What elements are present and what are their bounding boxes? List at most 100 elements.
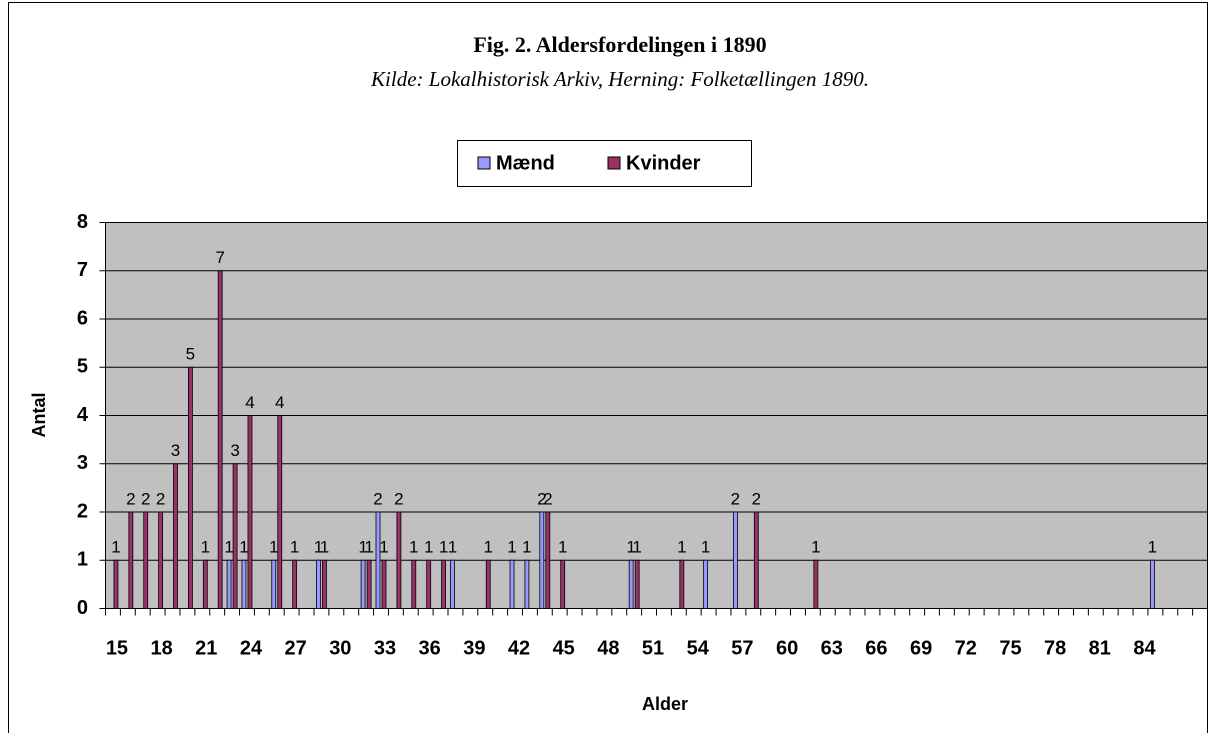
data-label: 1 xyxy=(632,538,641,557)
bar xyxy=(366,559,372,609)
data-label: 2 xyxy=(537,489,546,508)
bar xyxy=(232,463,238,609)
data-label: 1 xyxy=(448,538,457,557)
x-axis-label: Alder xyxy=(642,694,688,714)
bar xyxy=(247,415,253,609)
x-tick-label: 15 xyxy=(106,637,128,659)
data-label: 2 xyxy=(156,489,165,508)
data-label: 3 xyxy=(171,441,180,460)
y-tick-label: 5 xyxy=(77,356,88,378)
data-label: 2 xyxy=(141,489,150,508)
bar xyxy=(560,559,566,609)
data-label: 1 xyxy=(239,538,248,557)
data-label: 1 xyxy=(701,538,710,557)
x-tick-label: 78 xyxy=(1044,637,1066,659)
data-label: 7 xyxy=(215,248,224,267)
data-label: 1 xyxy=(626,538,635,557)
bar xyxy=(128,511,134,609)
y-tick-label: 2 xyxy=(77,500,88,522)
bar xyxy=(703,559,709,609)
x-tick-label: 24 xyxy=(240,637,263,659)
x-tick-label: 18 xyxy=(150,637,172,659)
y-tick-label: 8 xyxy=(77,211,88,233)
data-label: 1 xyxy=(379,538,388,557)
data-label: 1 xyxy=(811,538,820,557)
x-tick-label: 54 xyxy=(687,637,710,659)
data-label: 2 xyxy=(394,489,403,508)
y-tick-label: 0 xyxy=(77,597,88,619)
bar xyxy=(217,270,223,609)
bar xyxy=(375,511,381,609)
x-tick-label: 27 xyxy=(285,637,307,659)
bar xyxy=(202,559,208,609)
legend-swatch xyxy=(477,156,491,170)
bar xyxy=(450,559,455,609)
bar xyxy=(113,559,119,609)
legend-box xyxy=(457,140,752,187)
bar xyxy=(545,511,551,609)
data-label: 2 xyxy=(543,489,552,508)
bar xyxy=(360,559,366,609)
bar xyxy=(226,559,232,609)
y-tick-label: 6 xyxy=(77,307,88,329)
x-tick-label: 57 xyxy=(731,637,753,659)
y-tick-label: 1 xyxy=(77,549,88,571)
bar xyxy=(143,511,149,609)
x-tick-label: 42 xyxy=(508,637,530,659)
bar xyxy=(1149,559,1155,609)
chart-title: Fig. 2. Aldersfordelingen i 1890 xyxy=(473,32,766,57)
chart-subtitle: Kilde: Lokalhistorisk Arkiv, Herning: Fo… xyxy=(370,67,869,91)
bar xyxy=(441,559,446,609)
bar xyxy=(426,559,432,609)
data-label: 2 xyxy=(752,489,761,508)
legend-label: Mænd xyxy=(496,152,555,174)
bar xyxy=(277,415,283,609)
data-label: 1 xyxy=(424,538,433,557)
bar xyxy=(381,559,387,609)
x-tick-label: 21 xyxy=(195,637,217,659)
y-axis-label: Antal xyxy=(29,393,49,438)
x-tick-label: 30 xyxy=(329,637,351,659)
data-label: 1 xyxy=(314,538,323,557)
data-label: 1 xyxy=(439,538,448,557)
data-label: 1 xyxy=(320,538,329,557)
data-label: 1 xyxy=(484,538,493,557)
data-label: 1 xyxy=(507,538,516,557)
data-label: 4 xyxy=(275,393,284,412)
bar xyxy=(158,511,164,609)
data-label: 1 xyxy=(1148,538,1157,557)
bar xyxy=(679,559,685,609)
bar xyxy=(173,463,178,609)
data-label: 1 xyxy=(522,538,531,557)
x-tick-label: 51 xyxy=(642,637,664,659)
x-tick-label: 45 xyxy=(553,637,575,659)
data-label: 1 xyxy=(201,538,210,557)
data-label: 1 xyxy=(409,538,418,557)
bar xyxy=(733,511,738,609)
bar xyxy=(188,366,193,609)
data-label: 2 xyxy=(126,489,135,508)
data-label: 1 xyxy=(558,538,567,557)
data-label: 1 xyxy=(364,538,373,557)
x-tick-label: 48 xyxy=(597,637,619,659)
data-label: 1 xyxy=(111,538,120,557)
bar xyxy=(316,559,321,609)
x-tick-label: 69 xyxy=(910,637,932,659)
bar xyxy=(753,511,759,609)
bar xyxy=(509,559,515,609)
data-label: 5 xyxy=(186,345,195,364)
y-tick-label: 3 xyxy=(77,452,88,474)
data-label: 1 xyxy=(269,538,278,557)
y-tick-label: 4 xyxy=(77,404,89,426)
x-tick-label: 75 xyxy=(999,637,1021,659)
bar xyxy=(322,559,327,609)
data-label: 3 xyxy=(230,441,239,460)
data-label: 4 xyxy=(245,393,254,412)
data-label: 1 xyxy=(358,538,367,557)
x-tick-label: 72 xyxy=(955,637,977,659)
x-tick-label: 84 xyxy=(1133,637,1156,659)
bar xyxy=(813,559,819,609)
y-tick-label: 7 xyxy=(77,259,88,281)
x-tick-label: 81 xyxy=(1089,637,1111,659)
